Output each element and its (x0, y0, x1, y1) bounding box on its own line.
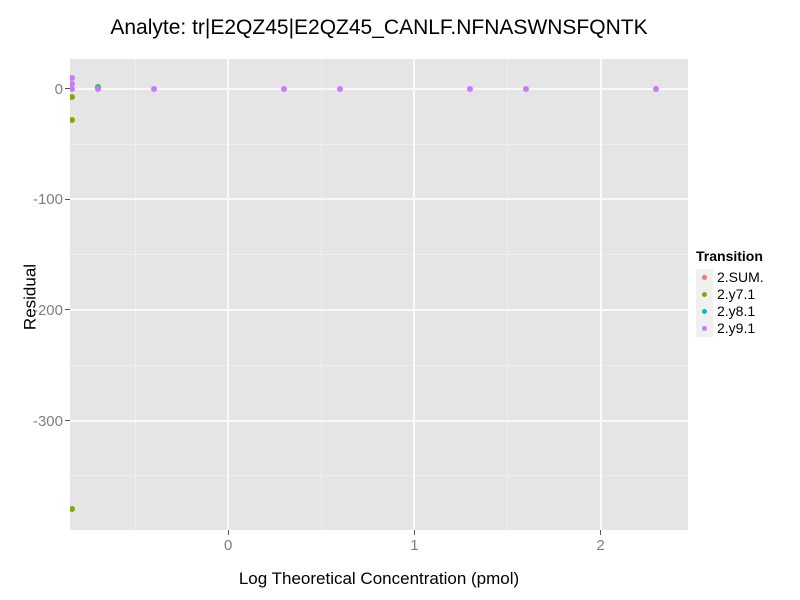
x-tick-mark (413, 530, 415, 535)
data-point (150, 85, 157, 92)
y-tick-label: -100 (32, 191, 63, 209)
legend-key (696, 286, 713, 303)
gridline-major-y (70, 87, 688, 90)
plot-panel (70, 59, 688, 530)
y-tick-mark (65, 88, 70, 90)
gridline-minor-x (134, 59, 136, 530)
legend: Transition 2.SUM. 2.y7.1 2.y8.1 2.y9.1 (696, 248, 764, 337)
data-point (523, 85, 530, 92)
legend-item-label: 2.SUM. (717, 269, 764, 285)
x-tick-mark (227, 530, 229, 535)
gridline-minor-y (70, 254, 688, 256)
legend-item-label: 2.y9.1 (717, 320, 756, 336)
y-tick-mark (65, 198, 70, 200)
gridline-minor-x (320, 59, 322, 530)
legend-dot-icon (702, 309, 707, 314)
data-point (336, 85, 343, 92)
legend-dot-icon (702, 326, 707, 331)
y-tick-label: -300 (32, 412, 63, 430)
x-tick-label: 0 (224, 537, 233, 554)
y-axis-title: Residual (20, 263, 40, 331)
y-tick-label: 0 (54, 80, 63, 98)
legend-title: Transition (696, 248, 763, 264)
gridline-major-y (70, 198, 688, 201)
data-point (70, 93, 75, 100)
data-point (94, 85, 101, 92)
data-point (70, 505, 75, 512)
y-tick-mark (65, 420, 70, 422)
legend-key (696, 303, 713, 320)
gridline-major-y (70, 419, 688, 422)
gridline-major-x (227, 59, 230, 530)
data-point (70, 85, 75, 92)
legend-item-label: 2.y8.1 (717, 303, 756, 319)
plot-title: Analyte: tr|E2QZ45|E2QZ45_CANLF.NFNASWNS… (110, 16, 648, 39)
gridline-minor-y (70, 143, 688, 145)
legend-items: 2.SUM. 2.y7.1 2.y8.1 2.y9.1 (696, 269, 764, 337)
legend-dot-icon (702, 292, 707, 297)
legend-dot-icon (702, 275, 707, 280)
legend-item: 2.y9.1 (696, 320, 764, 337)
y-tick-label: -200 (32, 301, 63, 319)
data-point (70, 74, 75, 81)
x-axis-title: Log Theoretical Concentration (pmol) (238, 569, 520, 588)
x-tick-mark (600, 530, 601, 535)
data-point (70, 81, 75, 88)
legend-key (696, 269, 713, 286)
legend-item-label: 2.y7.1 (717, 286, 756, 302)
data-point (281, 85, 288, 92)
gridline-minor-y (70, 364, 688, 366)
x-tick-label: 1 (410, 537, 419, 554)
x-tick-label: 2 (596, 537, 605, 554)
legend-item: 2.y7.1 (696, 286, 764, 303)
data-point (653, 85, 660, 92)
gridline-major-x (413, 59, 416, 530)
gridline-minor-y (70, 475, 688, 477)
legend-item: 2.y8.1 (696, 303, 764, 320)
y-tick-mark (65, 309, 70, 311)
legend-item: 2.SUM. (696, 269, 764, 286)
data-point (70, 116, 75, 123)
gridline-major-y (70, 308, 688, 311)
gridline-major-x (599, 59, 602, 530)
gridline-minor-x (506, 59, 508, 530)
legend-key (696, 320, 713, 337)
data-point (467, 85, 474, 92)
